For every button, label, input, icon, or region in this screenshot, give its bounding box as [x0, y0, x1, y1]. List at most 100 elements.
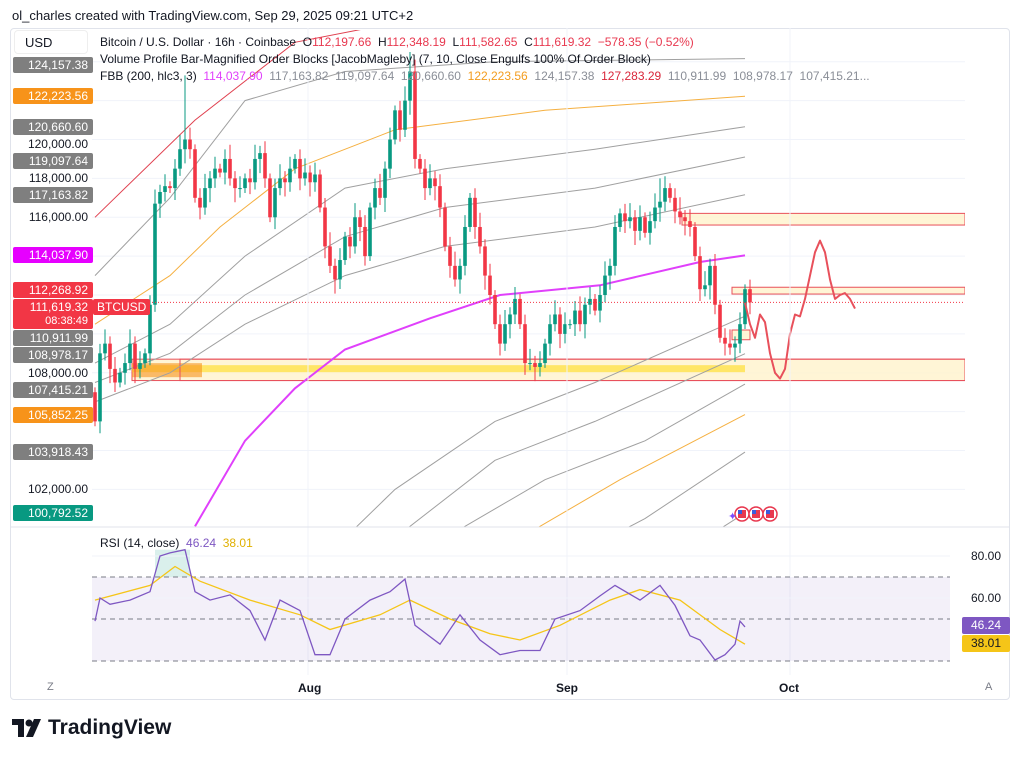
fbb-band-line [94, 156, 746, 383]
candle-body [238, 188, 242, 190]
candle-body [708, 265, 712, 286]
bar-countdown: 08:38:49 [45, 314, 88, 327]
candle-body [353, 217, 357, 247]
candle-body [693, 226, 697, 257]
candle-body [108, 343, 112, 369]
candle-body [193, 149, 197, 198]
candle [258, 145, 262, 174]
price-label: 122,223.56 [13, 88, 93, 105]
candle-body [653, 207, 657, 222]
candle [218, 163, 222, 178]
fbb-band-line [408, 353, 746, 527]
candle-body [593, 298, 597, 311]
candle [388, 127, 392, 179]
candle-body [423, 168, 427, 189]
auto-scale-button[interactable]: A [985, 681, 993, 693]
fbb-value: 110,911.99 [667, 69, 727, 83]
candle-body [538, 363, 542, 367]
candle-body [728, 343, 732, 348]
candle-body [443, 207, 447, 247]
candle [648, 211, 652, 245]
candle-body [313, 174, 317, 183]
order-block-zone [681, 212, 965, 226]
candle [118, 367, 122, 388]
candle-body [433, 178, 437, 187]
candle-body [713, 265, 717, 305]
candle [723, 328, 727, 356]
candle [488, 263, 492, 305]
candle-body [413, 71, 417, 159]
candle [528, 348, 532, 371]
candle-body [548, 324, 552, 344]
candle-body [153, 203, 157, 305]
candle-body [703, 285, 707, 290]
us-event-flag-icon [748, 506, 764, 522]
candle [268, 173, 272, 223]
candle [328, 232, 332, 274]
volume-profile-bar [132, 365, 745, 373]
fbb-band-line [537, 414, 746, 527]
candle [668, 183, 672, 203]
candle-body [383, 168, 387, 198]
fbb-band-line [94, 95, 746, 325]
rsi-tick-60: 60.00 [970, 591, 1002, 605]
candle [708, 258, 712, 300]
candle [283, 171, 287, 197]
fbb-band-line [94, 30, 361, 218]
candle-body [698, 256, 702, 290]
flag-canton [738, 510, 742, 514]
candle-body [283, 178, 287, 183]
candle [98, 343, 102, 434]
candle-body [558, 314, 562, 334]
candle-body [403, 100, 407, 130]
candle-body [638, 217, 642, 231]
main-pane [92, 30, 965, 527]
candle-body [138, 363, 142, 369]
candle [628, 203, 632, 229]
candle [318, 169, 322, 213]
price-label: 103,918.43 [13, 444, 93, 461]
candle-body [483, 246, 487, 276]
price-label: 108,978.17 [13, 346, 93, 363]
candle [413, 59, 417, 169]
candle [308, 165, 312, 197]
fbb-band-line [627, 451, 746, 527]
candle-body [128, 343, 132, 364]
candle [178, 135, 182, 176]
sparkle-icon: ✦ [728, 511, 737, 523]
tradingview-logo[interactable]: TradingView [12, 716, 171, 740]
candle-body [473, 197, 477, 227]
candle-body [323, 207, 327, 247]
candle-body [248, 178, 252, 183]
candle-body [428, 178, 432, 189]
candle [453, 251, 457, 287]
tradingview-logo-icon [12, 719, 41, 737]
candle [618, 208, 622, 232]
price-label: 100,792.52 [13, 504, 93, 521]
close-value: 111,619.32 [532, 35, 592, 49]
candle-body [573, 310, 577, 325]
candle-body [678, 211, 682, 218]
candle-body [583, 304, 587, 325]
symbol-legend[interactable]: Bitcoin / U.S. Dollar · 16h · Coinbase O… [100, 35, 694, 49]
candle [343, 231, 347, 265]
candle [518, 294, 522, 330]
candle [608, 258, 612, 290]
last-price-label: 111,619.32 08:38:49 [13, 298, 93, 329]
currency-button[interactable]: USD [14, 30, 88, 54]
zoom-reset-button[interactable]: Z [47, 681, 54, 693]
close-label: C [524, 35, 533, 49]
fbb-value: 114,037.90 [203, 69, 263, 83]
candle [398, 100, 402, 142]
rsi-value: 46.24 [186, 536, 217, 550]
fbb-band-line [355, 315, 746, 527]
candle-body [448, 246, 452, 266]
indicator-legend-order-blocks[interactable]: Volume Profile Bar-Magnified Order Block… [100, 52, 651, 66]
candle [113, 357, 117, 393]
candle [293, 154, 297, 174]
indicator-legend-fbb[interactable]: FBB (200, hlc3, 3) 114,037.90 117,163.82… [100, 69, 870, 83]
candle-body [568, 324, 572, 326]
candle [183, 75, 187, 164]
rsi-legend[interactable]: RSI (14, close) 46.24 38.01 [100, 536, 253, 550]
